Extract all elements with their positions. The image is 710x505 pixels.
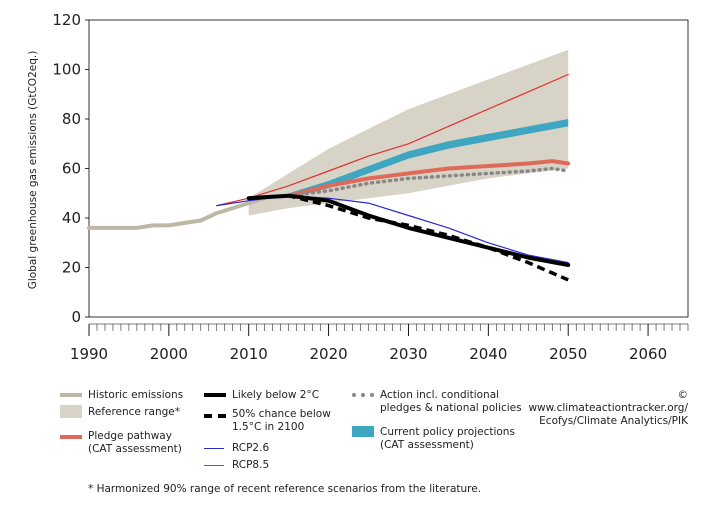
series-reference-range [248, 49, 569, 216]
legend-swatch-likely-2c [204, 393, 226, 397]
x-tick-label: 2040 [469, 345, 507, 363]
series-pledge [286, 159, 571, 198]
legend-swatch-pledge [60, 435, 82, 439]
series-current-policy [288, 119, 569, 199]
legend-label-likely-2c: Likely below 2°C [232, 389, 320, 401]
legend-label-action: Action incl. conditional pledges & nation… [380, 389, 522, 414]
legend-label-reference: Reference range* [88, 406, 180, 418]
legend-label-1p5c: 50% chance below 1.5°C in 2100 [232, 408, 331, 433]
x-tick-label: 2030 [389, 345, 427, 363]
y-tick-label: 40 [62, 209, 81, 227]
legend-label-historic: Historic emissions [88, 389, 184, 401]
y-tick-label: 120 [52, 11, 81, 29]
legend-swatch-action [352, 393, 374, 397]
y-tick-label: 80 [62, 110, 81, 128]
legend-label-pledge: Pledge pathway (CAT assessment) [88, 430, 182, 455]
legend-swatch-rcp26 [204, 448, 224, 449]
legend-swatch-historic [60, 393, 82, 397]
legend-label-rcp85: RCP8.5 [232, 459, 270, 471]
series-historic [87, 196, 267, 230]
x-tick-label: 2050 [549, 345, 587, 363]
x-tick-label: 2020 [310, 345, 348, 363]
y-tick-label: 100 [52, 61, 81, 79]
x-tick-label: 2060 [629, 345, 667, 363]
y-tick-label: 60 [62, 160, 81, 178]
footnote: * Harmonized 90% range of recent referen… [88, 483, 482, 495]
legend-swatch-current [352, 426, 374, 437]
legend-swatch-1p5c [204, 414, 226, 418]
legend-swatch-reference [60, 405, 82, 418]
y-axis-label: Global greenhouse gas emissions (GtCO2eq… [27, 51, 39, 290]
legend-swatch-rcp85 [204, 465, 224, 466]
x-tick-label: 2010 [230, 345, 268, 363]
legend-label-current: Current policy projections (CAT assessmen… [380, 426, 515, 451]
credit-text: © www.climateactiontracker.org/Ecofys/Cl… [528, 389, 688, 427]
legend-label-rcp26: RCP2.6 [232, 442, 270, 454]
y-tick-label: 20 [62, 259, 81, 277]
x-tick-label: 2000 [150, 345, 188, 363]
series-rcp85 [216, 73, 569, 207]
y-tick-label: 0 [71, 308, 81, 326]
series-action [286, 166, 570, 198]
series-1p5c [248, 193, 569, 282]
x-tick-label: 1990 [70, 345, 108, 363]
